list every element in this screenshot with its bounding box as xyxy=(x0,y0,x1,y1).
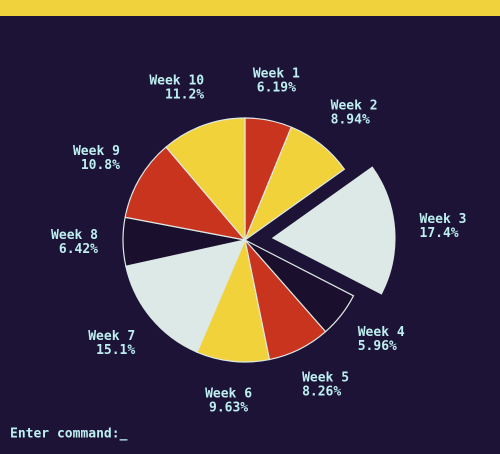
slice-label: Week 4 xyxy=(358,325,405,340)
slice-label: Week 7 xyxy=(88,329,135,344)
slice-value-label: 17.4% xyxy=(420,226,459,241)
slice-label: Week 6 xyxy=(205,387,252,402)
slice-value-label: 8.26% xyxy=(302,385,341,400)
slice-label: Week 5 xyxy=(302,371,349,386)
slice-value-label: 6.19% xyxy=(257,81,296,96)
slice-label: Week 1 xyxy=(253,67,300,82)
slice-value-label: 8.94% xyxy=(331,113,370,128)
command-prompt: Enter command:_ xyxy=(10,427,128,442)
slice-value-label: 9.63% xyxy=(209,401,248,416)
slice-value-label: 15.1% xyxy=(96,343,135,358)
slice-label: Week 3 xyxy=(420,212,467,227)
page: Enter command:_ Week 16.19% Week 28.94% We… xyxy=(0,0,500,454)
slice-label: Week 8 xyxy=(51,228,98,243)
slice-label: Week 10 xyxy=(149,73,204,88)
top-frame xyxy=(0,0,500,16)
screen: Enter command:_ Week 16.19% Week 28.94% We… xyxy=(0,0,500,454)
slice-value-label: 5.96% xyxy=(358,339,397,354)
slice-value-label: 11.2% xyxy=(165,87,204,102)
slice-value-label: 10.8% xyxy=(81,158,120,173)
slice-value-label: 6.42% xyxy=(59,242,98,257)
slice-label: Week 2 xyxy=(331,99,378,114)
slice-label: Week 9 xyxy=(73,144,120,159)
